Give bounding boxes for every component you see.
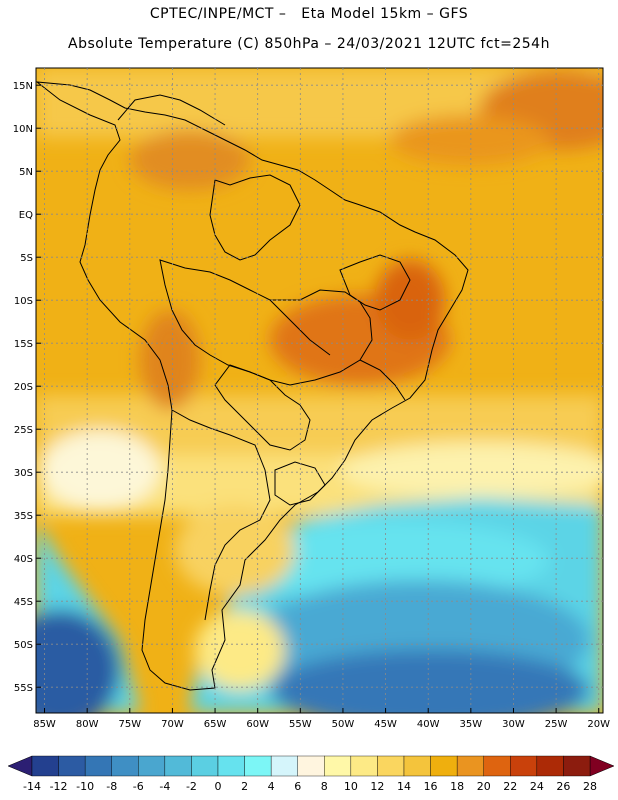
lon-label: 40W	[417, 719, 440, 730]
colorbar-swatch	[297, 755, 325, 777]
lat-label: 40S	[14, 554, 33, 565]
colorbar-label: 8	[321, 780, 328, 793]
lat-label: 25S	[14, 425, 33, 436]
colorbar-label: 22	[503, 780, 517, 793]
colorbar-swatch	[510, 755, 538, 777]
colorbar-label: 20	[477, 780, 491, 793]
lat-label: 55S	[14, 683, 33, 694]
temperature-field	[36, 68, 603, 713]
colorbar-label: 18	[450, 780, 464, 793]
colorbar-swatch	[350, 755, 378, 777]
lon-label: 35W	[460, 719, 483, 730]
colorbar-label: 24	[530, 780, 544, 793]
lon-label: 80W	[76, 719, 99, 730]
colorbar-label: 2	[241, 780, 248, 793]
chart-title-line1: CPTEC/INPE/MCT – Eta Model 15km – GFS	[149, 6, 469, 22]
colorbar-label: -8	[106, 780, 117, 793]
colorbar-label: -10	[76, 780, 94, 793]
lat-label: 30S	[14, 468, 33, 479]
lon-label: 55W	[289, 719, 312, 730]
lat-label: 35S	[14, 511, 33, 522]
colorbar-label: 0	[215, 780, 222, 793]
colorbar-label: -12	[50, 780, 68, 793]
colorbar-label: 4	[268, 780, 275, 793]
lat-label: 50S	[14, 640, 33, 651]
lon-label: 65W	[204, 719, 227, 730]
lat-label: 15S	[14, 339, 33, 350]
colorbar-label: 6	[294, 780, 301, 793]
lon-label: 25W	[545, 719, 568, 730]
colorbar-high-arrow	[589, 755, 615, 777]
lat-label: EQ	[19, 210, 33, 221]
colorbar-swatch	[31, 755, 59, 777]
colorbar-label: -6	[133, 780, 144, 793]
lat-label: 10S	[14, 296, 33, 307]
lat-label: 20S	[14, 382, 33, 393]
lat-label: 45S	[14, 597, 33, 608]
colorbar-label: 16	[424, 780, 438, 793]
colorbar-swatch	[430, 755, 458, 777]
colorbar-swatch	[191, 755, 219, 777]
colorbar-label: 14	[397, 780, 411, 793]
colorbar-label: -14	[23, 780, 41, 793]
colorbar-swatch	[111, 755, 139, 777]
lat-label: 5N	[19, 167, 33, 178]
colorbar-swatch	[244, 755, 272, 777]
lon-label: 70W	[161, 719, 184, 730]
colorbar-swatch	[324, 755, 352, 777]
colorbar: -14 -12 -10 -8 -6 -4 -2 0 2 4 6 8 10 12 14 16 18 20 22 24 26…	[7, 755, 615, 793]
lat-label: 10N	[13, 124, 33, 135]
colorbar-label: 26	[556, 780, 570, 793]
colorbar-swatch	[377, 755, 405, 777]
lon-label: 75W	[118, 719, 141, 730]
colorbar-swatch	[138, 755, 166, 777]
colorbar-swatch	[164, 755, 192, 777]
lon-label: 20W	[587, 719, 610, 730]
chart-title-line2: Absolute Temperature (C) 850hPa – 24/03/…	[68, 36, 550, 52]
lon-label: 50W	[332, 719, 355, 730]
lon-label: 30W	[502, 719, 525, 730]
coastline	[36, 81, 469, 691]
lat-label: 15N	[13, 81, 33, 92]
colorbar-swatch	[270, 755, 298, 777]
colorbar-swatch	[563, 755, 591, 777]
colorbar-swatch	[84, 755, 112, 777]
colorbar-label: -2	[186, 780, 197, 793]
lon-label: 45W	[374, 719, 397, 730]
colorbar-label: 12	[370, 780, 384, 793]
colorbar-swatch	[456, 755, 484, 777]
lon-label: 85W	[33, 719, 56, 730]
colorbar-swatch	[403, 755, 431, 777]
colorbar-swatch	[217, 755, 245, 777]
colorbar-low-arrow	[7, 755, 33, 777]
colorbar-label: -4	[159, 780, 170, 793]
lon-label: 60W	[246, 719, 269, 730]
colorbar-swatch	[536, 755, 564, 777]
colorbar-label: 28	[583, 780, 597, 793]
colorbar-swatch	[58, 755, 86, 777]
colorbar-swatch	[483, 755, 511, 777]
lat-label: 5S	[20, 253, 33, 264]
colorbar-label: 10	[344, 780, 358, 793]
